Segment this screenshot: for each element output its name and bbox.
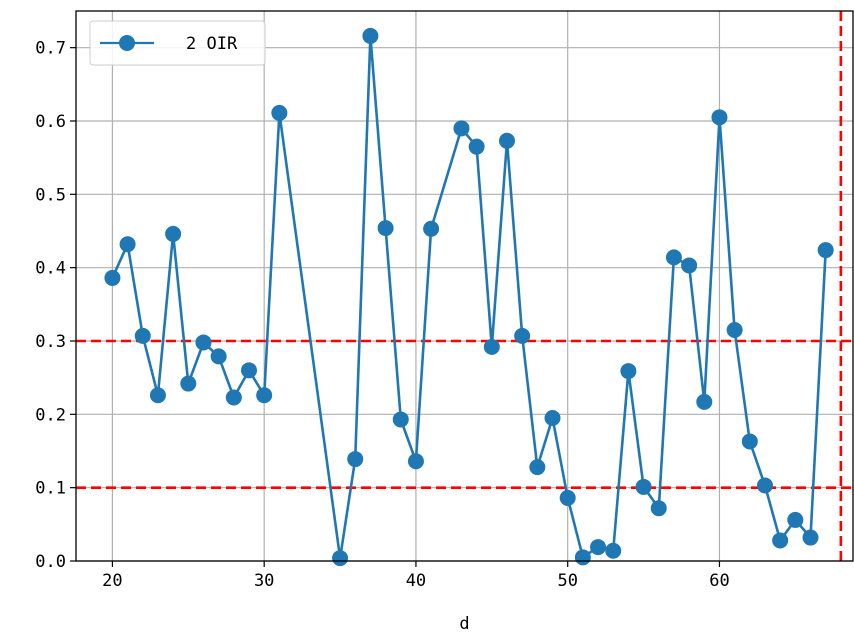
x-tick-label: 40	[406, 571, 426, 591]
data-point	[741, 433, 758, 450]
data-point	[134, 327, 151, 344]
data-point	[498, 132, 515, 149]
legend: 2 OIR	[89, 20, 266, 66]
y-tick-label: 0.4	[35, 259, 66, 279]
y-tick-label: 0.7	[35, 39, 66, 59]
data-point	[195, 334, 212, 351]
data-point	[665, 249, 682, 266]
data-point	[787, 511, 804, 528]
data-point	[165, 225, 182, 242]
data-point	[650, 500, 667, 517]
legend-marker	[119, 35, 135, 51]
data-point	[392, 411, 409, 428]
data-point	[817, 242, 834, 259]
x-tick-label: 20	[102, 571, 122, 591]
data-point	[271, 104, 288, 121]
data-point	[696, 393, 713, 410]
data-point	[468, 138, 485, 155]
data-point	[772, 532, 789, 549]
data-point	[119, 236, 136, 253]
data-point	[362, 27, 379, 44]
x-axis-label: d	[459, 614, 469, 634]
y-axis-ticks: 0.0 0.1 0.2 0.3 0.4 0.5 0.6 0.7	[35, 39, 76, 572]
y-tick-label: 0.2	[35, 405, 66, 425]
data-point	[681, 257, 698, 274]
data-series	[104, 27, 834, 567]
data-point	[347, 451, 364, 468]
legend-box	[89, 20, 266, 66]
data-point	[332, 550, 349, 567]
data-point	[453, 120, 470, 137]
data-point	[423, 220, 440, 237]
data-point	[225, 389, 242, 406]
data-point	[180, 375, 197, 392]
data-point	[726, 322, 743, 338]
data-point	[802, 529, 819, 546]
data-point	[104, 269, 121, 286]
x-tick-label: 30	[254, 571, 274, 591]
y-tick-label: 0.6	[35, 112, 66, 132]
data-point	[514, 327, 531, 344]
data-point	[544, 410, 561, 426]
y-tick-label: 0.3	[35, 332, 66, 352]
data-point	[605, 542, 622, 559]
data-point	[149, 387, 166, 404]
legend-label: 2 OIR	[186, 34, 238, 54]
x-axis-ticks: 20 30 40 50 60	[102, 561, 730, 591]
plot-frame	[75, 10, 854, 562]
y-tick-label: 0.0	[35, 552, 66, 572]
data-point	[711, 109, 728, 126]
data-point	[241, 362, 258, 379]
data-point	[635, 478, 652, 495]
x-tick-label: 60	[709, 571, 729, 591]
data-point	[210, 348, 227, 365]
data-point	[559, 489, 576, 506]
data-point	[574, 549, 591, 566]
data-point	[590, 539, 607, 556]
data-point	[407, 453, 424, 470]
x-tick-label: 50	[557, 571, 577, 591]
data-point	[620, 363, 637, 380]
data-point	[256, 387, 273, 404]
data-point	[377, 220, 394, 237]
y-tick-label: 0.5	[35, 185, 66, 205]
data-point	[529, 459, 546, 476]
y-tick-label: 0.1	[35, 479, 66, 499]
data-point	[756, 477, 773, 494]
data-point	[483, 338, 500, 355]
